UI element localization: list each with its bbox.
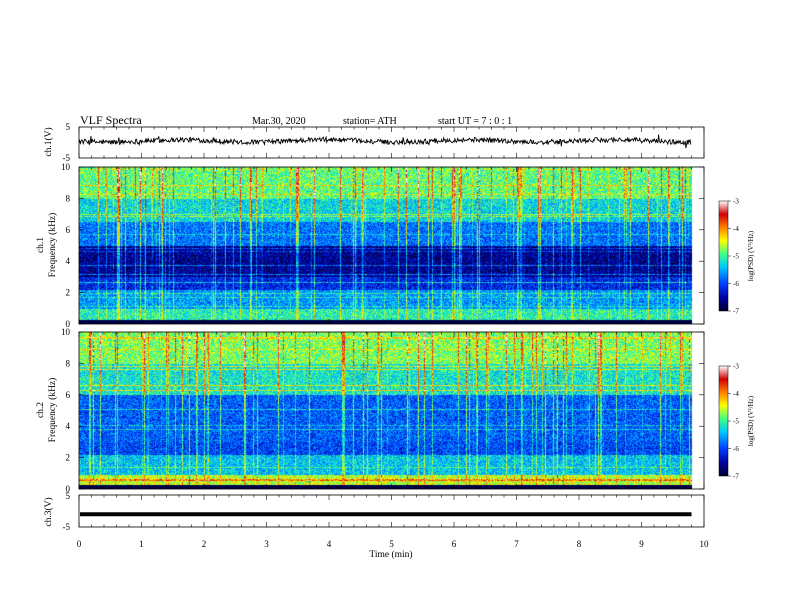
ch1-colorbar: -3 -4 -5 -6 -7 log(PSD) (V²/Hz) bbox=[718, 198, 755, 316]
ch1-spectrogram-ylabel-channel: ch.1 bbox=[36, 237, 46, 253]
y-tick-label: 2 bbox=[66, 453, 71, 463]
ch3-waveform-panel: 5 -5 ch.3(V) bbox=[43, 491, 705, 532]
x-tick-label: 6 bbox=[452, 539, 457, 549]
y-tick-label: 4 bbox=[66, 421, 71, 431]
time-axis-label: Time (min) bbox=[369, 549, 412, 560]
y-tick-label: 10 bbox=[61, 327, 71, 337]
ch3-ytick-top: 5 bbox=[66, 491, 71, 501]
x-tick-label: 10 bbox=[700, 539, 710, 549]
ch1-ytick-bottom: -5 bbox=[63, 153, 71, 163]
ch1-spectrogram-image bbox=[79, 167, 704, 324]
y-tick-label: 8 bbox=[66, 358, 71, 368]
colorbar-tick-label: -5 bbox=[733, 253, 739, 261]
x-tick-label: 0 bbox=[77, 539, 82, 549]
colorbar-scale bbox=[718, 365, 729, 477]
y-tick-label: 2 bbox=[66, 288, 71, 298]
x-tick-label: 7 bbox=[514, 539, 519, 549]
ch2-spectrogram-yticks: 0 2 4 6 8 10 bbox=[61, 327, 704, 494]
station-label: station= ATH bbox=[343, 116, 397, 127]
ch2-spectrogram-image bbox=[79, 332, 704, 489]
x-tick-label: 4 bbox=[327, 539, 332, 549]
date-label: Mar.30, 2020 bbox=[252, 116, 306, 127]
colorbar-tick-label: -6 bbox=[733, 280, 739, 288]
time-axis-ticks: 0 1 2 3 4 5 6 7 8 9 10 bbox=[77, 127, 709, 549]
ch1-spectrogram-ylabel-frequency: Frequency (kHz) bbox=[47, 213, 58, 278]
ch1-waveform-ylabel: ch.1(V) bbox=[43, 127, 54, 156]
x-tick-label: 9 bbox=[639, 539, 644, 549]
ch2-colorbar: -3 -4 -5 -6 -7 log(PSD) (V²/Hz) bbox=[718, 363, 755, 481]
colorbar-tick-label: -7 bbox=[733, 308, 739, 316]
ch1-spectrogram-yticks: 0 2 4 6 8 10 bbox=[61, 162, 704, 329]
colorbar-tick-label: -6 bbox=[733, 445, 739, 453]
y-tick-label: 6 bbox=[66, 390, 71, 400]
ch2-spectrogram-panel: 0 2 4 6 8 10 ch.2 Frequency (kHz) -3 -4 -5 -6 -7 l… bbox=[36, 327, 755, 494]
x-tick-label: 8 bbox=[577, 539, 582, 549]
y-tick-label: 0 bbox=[66, 484, 71, 494]
y-tick-label: 4 bbox=[66, 256, 71, 266]
colorbar-tick-label: -7 bbox=[733, 473, 739, 481]
y-tick-label: 10 bbox=[61, 162, 71, 172]
colorbar-tick-label: -3 bbox=[733, 198, 739, 206]
figure-title: VLF Spectra bbox=[80, 113, 142, 127]
colorbar-tick-label: -4 bbox=[733, 390, 739, 398]
y-tick-label: 0 bbox=[66, 319, 71, 329]
y-tick-label: 8 bbox=[66, 193, 71, 203]
colorbar-label: log(PSD) (V²/Hz) bbox=[747, 395, 755, 446]
ch3-ytick-bottom: -5 bbox=[63, 522, 71, 532]
ch1-waveform-trace bbox=[78, 134, 692, 149]
ch1-waveform-panel: 5 -5 ch.1(V) bbox=[43, 122, 705, 163]
x-tick-label: 1 bbox=[139, 539, 144, 549]
colorbar-label: log(PSD) (V²/Hz) bbox=[747, 230, 755, 281]
x-tick-label: 2 bbox=[202, 539, 207, 549]
x-tick-label: 3 bbox=[264, 539, 269, 549]
colorbar-tick-label: -3 bbox=[733, 363, 739, 371]
ch2-spectrogram-ylabel-frequency: Frequency (kHz) bbox=[47, 378, 58, 443]
ch3-waveform-ylabel: ch.3(V) bbox=[43, 497, 54, 526]
x-tick-label: 5 bbox=[389, 539, 394, 549]
start-time-label: start UT = 7 : 0 : 1 bbox=[438, 116, 512, 127]
colorbar-scale bbox=[718, 200, 729, 312]
ch2-spectrogram-ylabel-channel: ch.2 bbox=[36, 402, 46, 418]
colorbar-tick-label: -5 bbox=[733, 418, 739, 426]
y-tick-label: 6 bbox=[66, 225, 71, 235]
colorbar-tick-label: -4 bbox=[733, 225, 739, 233]
ch1-spectrogram-panel: 0 2 4 6 8 10 ch.1 Frequency (kHz) -3 -4 -5 -6 -7 l… bbox=[36, 162, 755, 329]
ch1-ytick-top: 5 bbox=[66, 122, 71, 132]
